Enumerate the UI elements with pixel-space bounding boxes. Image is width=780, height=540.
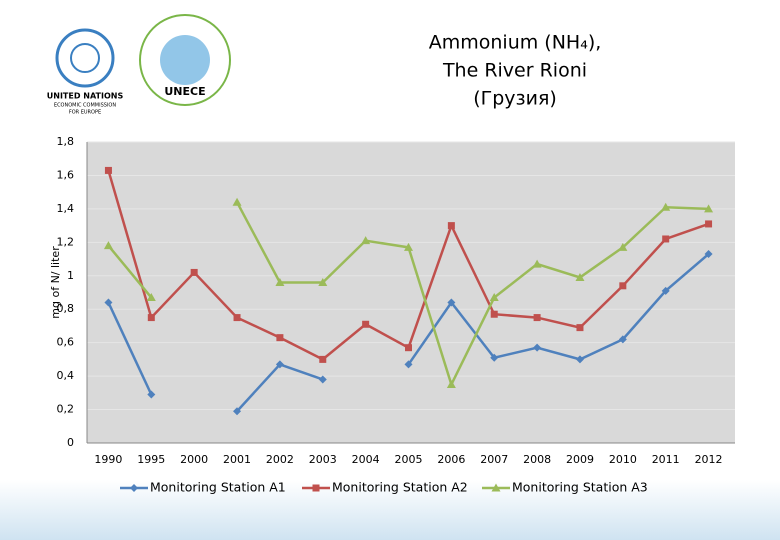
marker bbox=[147, 390, 156, 399]
x-tick-label: 2002 bbox=[266, 453, 294, 466]
marker bbox=[275, 277, 285, 286]
marker bbox=[575, 355, 584, 364]
series-line bbox=[107, 244, 153, 299]
chart-title: Ammonium (NH₄), bbox=[429, 32, 602, 54]
marker bbox=[103, 241, 113, 250]
marker bbox=[447, 222, 455, 230]
x-tick-label: 2006 bbox=[437, 453, 465, 466]
y-tick-label: 0,8 bbox=[57, 302, 75, 315]
marker bbox=[618, 335, 627, 344]
marker bbox=[405, 344, 412, 352]
logo-line: UNITED NATIONS bbox=[47, 92, 124, 101]
un-emblem-inner bbox=[70, 43, 100, 73]
y-tick-label: 1,2 bbox=[57, 235, 75, 248]
y-tick-label: 1,4 bbox=[57, 202, 75, 215]
marker bbox=[130, 484, 138, 492]
marker bbox=[404, 360, 413, 369]
marker bbox=[576, 324, 584, 332]
marker bbox=[190, 268, 198, 276]
series bbox=[107, 201, 709, 388]
marker bbox=[233, 407, 242, 416]
y-tick-label: 1,8 bbox=[57, 135, 75, 148]
legend-label: Monitoring Station A1 bbox=[150, 480, 286, 495]
series-line bbox=[407, 253, 710, 366]
marker bbox=[404, 242, 413, 251]
marker bbox=[233, 314, 241, 322]
marker bbox=[446, 379, 456, 388]
y-tick-label: 0,4 bbox=[57, 369, 75, 382]
plot-area bbox=[87, 142, 735, 443]
chart-title: The River Rioni bbox=[442, 60, 587, 82]
marker bbox=[490, 310, 498, 318]
badge-globe bbox=[160, 35, 210, 85]
marker bbox=[276, 334, 284, 342]
badge-ring bbox=[139, 14, 231, 106]
chart: Ammonium (NH₄), The River Rioni (Грузия) 0 0… bbox=[49, 32, 735, 495]
marker bbox=[533, 314, 541, 322]
marker bbox=[146, 293, 156, 302]
footer-band bbox=[0, 480, 780, 540]
y-tick-label: 0 bbox=[67, 436, 74, 449]
x-tick-label: 2009 bbox=[566, 453, 594, 466]
marker bbox=[147, 314, 155, 322]
marker bbox=[104, 166, 112, 174]
y-tick-label: 1,6 bbox=[57, 168, 75, 181]
x-tick-label: 2012 bbox=[695, 453, 723, 466]
x-tick-label: 1995 bbox=[137, 453, 165, 466]
logo-line: FOR EUROPE bbox=[69, 110, 101, 116]
y-tick-label: 0,6 bbox=[57, 336, 75, 349]
marker bbox=[104, 298, 113, 307]
x-tick-label: 2005 bbox=[395, 453, 423, 466]
x-tick-label: 2010 bbox=[609, 453, 637, 466]
y-tick-label: 0,2 bbox=[57, 403, 75, 416]
marker bbox=[312, 484, 320, 492]
marker bbox=[532, 259, 542, 268]
marker bbox=[575, 272, 585, 281]
x-tick-label: 2003 bbox=[309, 453, 337, 466]
x-tick-label: 1990 bbox=[94, 453, 122, 466]
marker bbox=[661, 202, 671, 211]
marker bbox=[705, 220, 713, 228]
marker bbox=[704, 204, 714, 213]
series-line bbox=[107, 302, 153, 396]
badge-text: UNECE bbox=[164, 85, 205, 98]
marker bbox=[489, 293, 499, 302]
un-emblem bbox=[55, 28, 115, 88]
marker bbox=[661, 286, 670, 295]
marker bbox=[362, 320, 370, 328]
marker bbox=[275, 360, 284, 369]
logo-line: ECONOMIC COMMISSION bbox=[54, 103, 116, 109]
marker bbox=[662, 235, 670, 243]
x-tick-label: 2011 bbox=[652, 453, 680, 466]
x-tick-label: 2000 bbox=[180, 453, 208, 466]
x-tick-label: 2007 bbox=[480, 453, 508, 466]
marker bbox=[491, 483, 501, 492]
x-tick-label: 2008 bbox=[523, 453, 551, 466]
y-axis-label: mg of N/ liter bbox=[49, 246, 62, 319]
marker bbox=[361, 236, 371, 245]
marker bbox=[533, 343, 542, 352]
marker bbox=[704, 250, 713, 259]
marker bbox=[447, 298, 456, 307]
marker bbox=[619, 282, 627, 290]
marker bbox=[232, 197, 242, 206]
marker bbox=[618, 242, 628, 251]
y-tick-label: 1 bbox=[67, 269, 74, 282]
logo: UNITED NATIONS ECONOMIC COMMISSION FOR E… bbox=[47, 14, 231, 116]
marker bbox=[318, 277, 328, 286]
marker bbox=[490, 353, 499, 362]
marker bbox=[319, 355, 327, 363]
marker bbox=[318, 375, 327, 384]
x-tick-label: 2004 bbox=[352, 453, 380, 466]
series-line bbox=[235, 201, 709, 388]
chart-title: (Грузия) bbox=[473, 88, 557, 110]
legend-label: Monitoring Station A3 bbox=[512, 480, 648, 495]
x-tick-label: 2001 bbox=[223, 453, 251, 466]
legend-label: Monitoring Station A2 bbox=[332, 480, 468, 495]
